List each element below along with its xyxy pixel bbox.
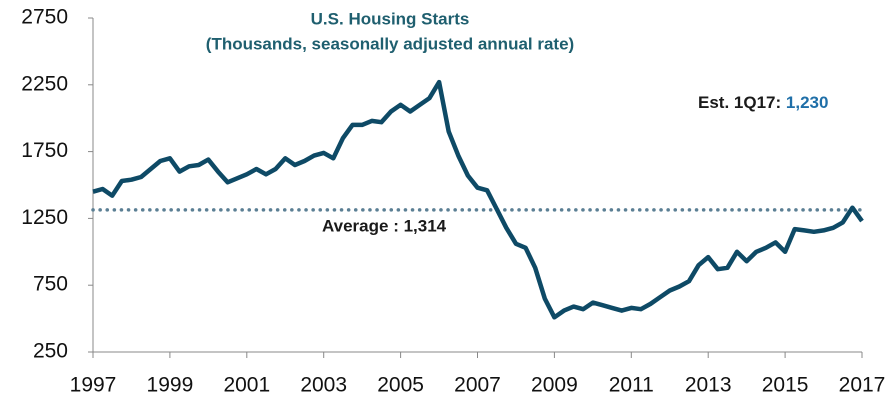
x-tick-label: 2005: [377, 374, 424, 397]
y-tick-label: 2250: [21, 72, 68, 95]
x-tick-label: 2013: [685, 374, 732, 397]
y-tick-label: 1750: [21, 139, 68, 162]
x-tick-label: 2011: [609, 374, 654, 397]
y-tick-label: 250: [33, 340, 68, 363]
y-tick-label: 2750: [21, 6, 68, 29]
x-tick-label: 2017: [839, 374, 886, 397]
x-tick-label: 1997: [70, 374, 117, 397]
average-label: Average : 1,314: [322, 216, 447, 235]
x-tick-label: 2007: [454, 374, 501, 397]
data-line: [92, 79, 864, 320]
y-tick-label: 750: [33, 273, 68, 296]
x-tick-label: 2003: [300, 374, 347, 397]
annotation-value: 1,230: [786, 93, 829, 112]
annotation: Est. 1Q17: 1,230: [698, 93, 828, 112]
x-tick-label: 1999: [147, 374, 194, 397]
chart-title: U.S. Housing Starts: [311, 9, 470, 28]
chart-subtitle: (Thousands, seasonally adjusted annual r…: [206, 34, 574, 53]
x-tick-label: 2015: [762, 374, 809, 397]
x-tick-label: 2001: [223, 374, 270, 397]
annotation-text: Est. 1Q17:: [698, 93, 781, 112]
y-tick-label: 1250: [21, 206, 68, 229]
x-tick-label: 2009: [531, 374, 578, 397]
